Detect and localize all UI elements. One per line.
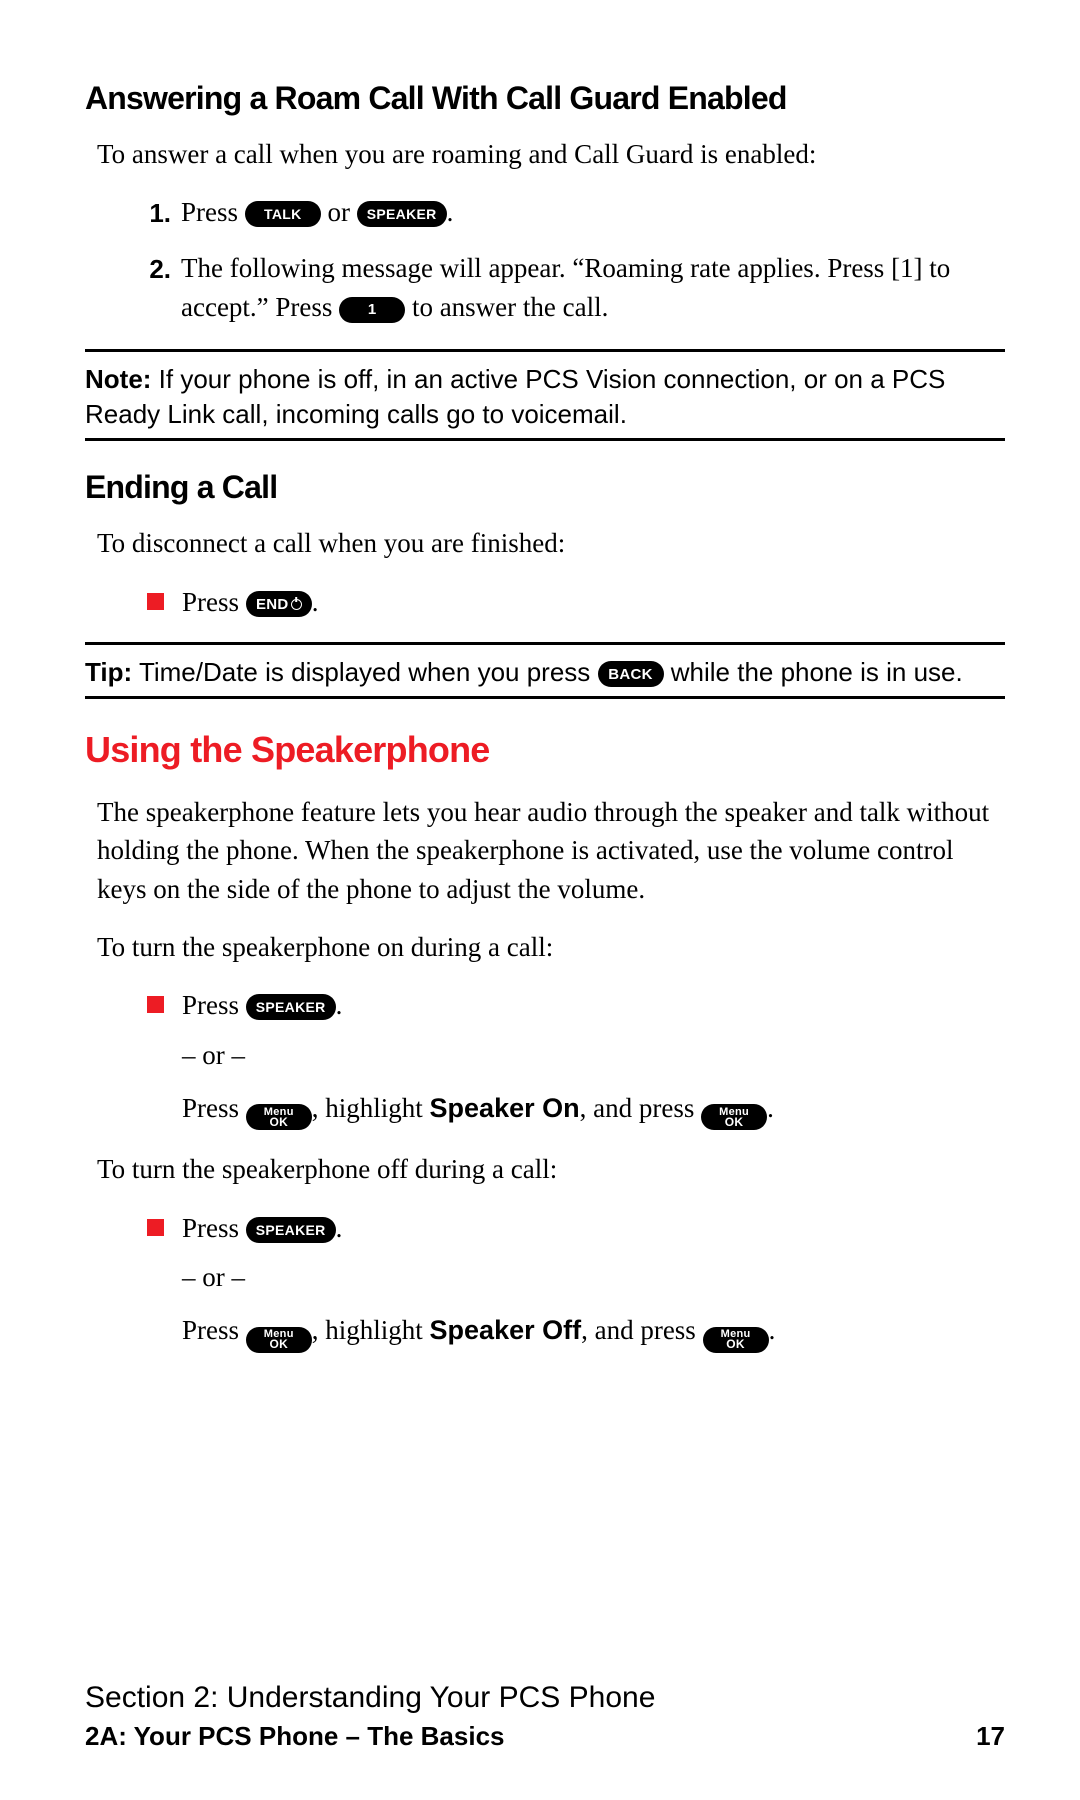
intro-roam: To answer a call when you are roaming an… [85,135,1005,173]
bullet-text: Press SPEAKER. – or – Press MenuOK, high… [182,1209,1005,1353]
key-menu-ok: MenuOK [703,1327,769,1353]
step-text: The following message will appear. “Roam… [181,249,1005,327]
bullet-item: Press SPEAKER. – or – Press MenuOK, high… [147,1209,1005,1353]
intro-ending: To disconnect a call when you are finish… [85,524,1005,562]
text: Press [182,587,246,617]
key-menu-ok: MenuOK [246,1104,312,1130]
bold-speaker-off: Speaker Off [430,1315,582,1345]
bullet-item: Press END. [147,583,1005,622]
key-talk: TALK [245,201,321,227]
text: , and press [580,1093,701,1123]
numbered-steps: 1. Press TALK or SPEAKER. 2. The followi… [85,193,1005,327]
key-menu-ok: MenuOK [246,1327,312,1353]
or-separator: – or – [182,1258,1005,1297]
tip-block: Tip: Time/Date is displayed when you pre… [85,655,1005,690]
key-back: BACK [598,661,664,687]
bullet-list: Press SPEAKER. – or – Press MenuOK, high… [85,986,1005,1130]
divider [85,642,1005,645]
key-speaker: SPEAKER [357,201,447,227]
bullet-icon [147,1219,164,1236]
key-speaker: SPEAKER [246,994,336,1020]
divider [85,438,1005,441]
key-one: 1 [339,297,405,323]
text: , and press [581,1315,702,1345]
step-2: 2. The following message will appear. “R… [147,249,1005,327]
footer-subsection: 2A: Your PCS Phone – The Basics [85,1721,505,1752]
manual-page: Answering a Roam Call With Call Guard En… [0,0,1080,1800]
divider [85,349,1005,352]
bullet-text: Press END. [182,583,1005,622]
key-speaker: SPEAKER [246,1217,336,1243]
text: to answer the call. [412,292,608,322]
tip-label: Tip: [85,657,132,687]
note-block: Note: If your phone is off, in an active… [85,362,1005,432]
heading-speakerphone: Using the Speakerphone [85,729,1005,771]
text: Press [181,197,245,227]
text: . [447,197,454,227]
note-text: If your phone is off, in an active PCS V… [85,364,945,429]
text: . [336,1213,343,1243]
footer-section-title: Section 2: Understanding Your PCS Phone [85,1681,1005,1715]
text: . [767,1093,774,1123]
text: , highlight [312,1315,430,1345]
text: or [328,197,357,227]
intro-spk-off: To turn the speakerphone off during a ca… [85,1150,1005,1188]
step-1: 1. Press TALK or SPEAKER. [147,193,1005,233]
bullet-text: Press SPEAKER. – or – Press MenuOK, high… [182,986,1005,1130]
text: . [336,990,343,1020]
key-menu-ok: MenuOK [701,1104,767,1130]
tip-post: while the phone is in use. [664,657,963,687]
key-end: END [246,591,312,617]
step-number: 2. [147,249,171,327]
text: . [312,587,319,617]
text: Press [182,990,246,1020]
step-number: 1. [147,193,171,233]
para-speakerphone: The speakerphone feature lets you hear a… [85,793,1005,908]
page-number: 17 [976,1721,1005,1752]
bold-speaker-on: Speaker On [430,1093,580,1123]
note-label: Note: [85,364,151,394]
bullet-list: Press END. [85,583,1005,622]
intro-spk-on: To turn the speakerphone on during a cal… [85,928,1005,966]
text: , highlight [312,1093,430,1123]
bullet-icon [147,593,164,610]
or-separator: – or – [182,1036,1005,1075]
text: Press [182,1213,246,1243]
text: Press [182,1315,246,1345]
page-footer: Section 2: Understanding Your PCS Phone … [85,1681,1005,1752]
heading-roam-call: Answering a Roam Call With Call Guard En… [85,80,1005,117]
bullet-list: Press SPEAKER. – or – Press MenuOK, high… [85,1209,1005,1353]
divider [85,696,1005,699]
tip-pre: Time/Date is displayed when you press [132,657,597,687]
bullet-item: Press SPEAKER. – or – Press MenuOK, high… [147,986,1005,1130]
text: . [769,1315,776,1345]
step-text: Press TALK or SPEAKER. [181,193,1005,233]
bullet-icon [147,996,164,1013]
text: Press [182,1093,246,1123]
heading-ending-call: Ending a Call [85,469,1005,506]
